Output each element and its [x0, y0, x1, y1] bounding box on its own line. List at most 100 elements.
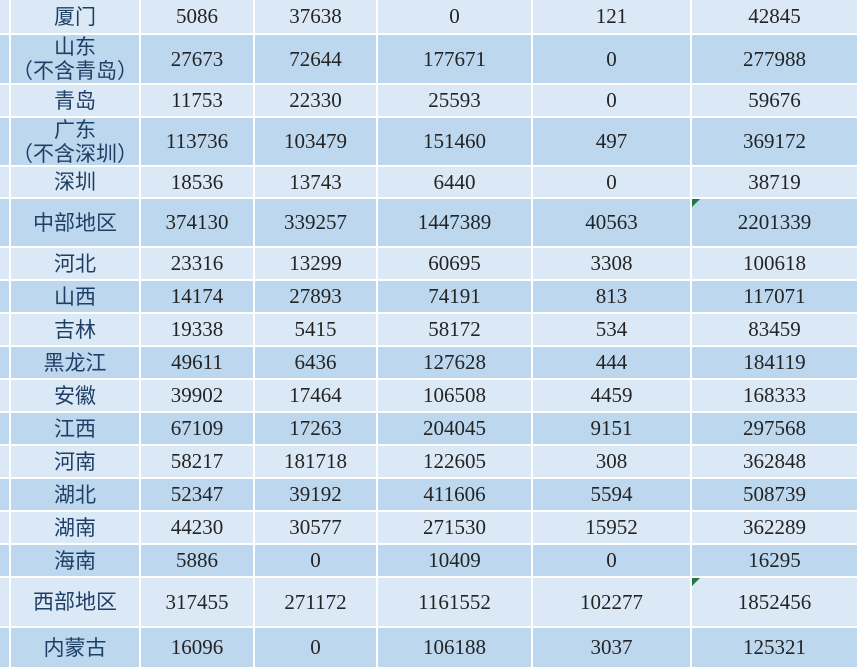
region-cell[interactable]: 厦门 [11, 0, 139, 33]
value-cell[interactable]: 30577 [255, 512, 376, 543]
value-cell[interactable]: 5086 [141, 0, 253, 33]
value-cell[interactable]: 0 [533, 35, 690, 83]
value-cell[interactable]: 42845 [692, 0, 857, 33]
region-cell[interactable]: 山西 [11, 281, 139, 312]
region-cell[interactable]: 河南 [11, 446, 139, 477]
row-edge-cell[interactable] [0, 446, 9, 477]
value-cell[interactable]: 1852456 [692, 578, 857, 626]
value-cell[interactable]: 11753 [141, 85, 253, 116]
row-edge-cell[interactable] [0, 413, 9, 444]
row-edge-cell[interactable] [0, 628, 9, 667]
value-cell[interactable]: 13743 [255, 167, 376, 197]
region-cell[interactable]: 青岛 [11, 85, 139, 116]
row-edge-cell[interactable] [0, 512, 9, 543]
region-cell[interactable]: 西部地区 [11, 578, 139, 626]
row-edge-cell[interactable] [0, 314, 9, 345]
value-cell[interactable]: 13299 [255, 248, 376, 279]
value-cell[interactable]: 374130 [141, 199, 253, 246]
value-cell[interactable]: 4459 [533, 380, 690, 411]
value-cell[interactable]: 27893 [255, 281, 376, 312]
value-cell[interactable]: 271530 [378, 512, 531, 543]
value-cell[interactable]: 0 [255, 545, 376, 576]
value-cell[interactable]: 508739 [692, 479, 857, 510]
value-cell[interactable]: 0 [533, 85, 690, 116]
region-cell[interactable]: 江西 [11, 413, 139, 444]
value-cell[interactable]: 1161552 [378, 578, 531, 626]
region-cell[interactable]: 内蒙古 [11, 628, 139, 667]
value-cell[interactable]: 444 [533, 347, 690, 378]
row-edge-cell[interactable] [0, 85, 9, 116]
value-cell[interactable]: 125321 [692, 628, 857, 667]
row-edge-cell[interactable] [0, 380, 9, 411]
value-cell[interactable]: 0 [533, 167, 690, 197]
row-edge-cell[interactable] [0, 578, 9, 626]
value-cell[interactable]: 184119 [692, 347, 857, 378]
value-cell[interactable]: 5886 [141, 545, 253, 576]
value-cell[interactable]: 9151 [533, 413, 690, 444]
value-cell[interactable]: 0 [533, 545, 690, 576]
value-cell[interactable]: 122605 [378, 446, 531, 477]
value-cell[interactable]: 339257 [255, 199, 376, 246]
region-cell[interactable]: 河北 [11, 248, 139, 279]
row-edge-cell[interactable] [0, 35, 9, 83]
region-cell[interactable]: 湖北 [11, 479, 139, 510]
value-cell[interactable]: 362289 [692, 512, 857, 543]
value-cell[interactable]: 102277 [533, 578, 690, 626]
value-cell[interactable]: 168333 [692, 380, 857, 411]
value-cell[interactable]: 3308 [533, 248, 690, 279]
value-cell[interactable]: 181718 [255, 446, 376, 477]
value-cell[interactable]: 59676 [692, 85, 857, 116]
value-cell[interactable]: 83459 [692, 314, 857, 345]
value-cell[interactable]: 6440 [378, 167, 531, 197]
value-cell[interactable]: 113736 [141, 118, 253, 165]
value-cell[interactable]: 37638 [255, 0, 376, 33]
value-cell[interactable]: 16096 [141, 628, 253, 667]
region-cell[interactable]: 山东 （不含青岛） [11, 35, 139, 83]
value-cell[interactable]: 10409 [378, 545, 531, 576]
value-cell[interactable]: 1447389 [378, 199, 531, 246]
row-edge-cell[interactable] [0, 545, 9, 576]
value-cell[interactable]: 5415 [255, 314, 376, 345]
value-cell[interactable]: 19338 [141, 314, 253, 345]
region-cell[interactable]: 广东 （不含深圳） [11, 118, 139, 165]
value-cell[interactable]: 103479 [255, 118, 376, 165]
value-cell[interactable]: 0 [378, 0, 531, 33]
value-cell[interactable]: 2201339 [692, 199, 857, 246]
row-edge-cell[interactable] [0, 167, 9, 197]
value-cell[interactable]: 44230 [141, 512, 253, 543]
value-cell[interactable]: 117071 [692, 281, 857, 312]
value-cell[interactable]: 317455 [141, 578, 253, 626]
value-cell[interactable]: 813 [533, 281, 690, 312]
value-cell[interactable]: 362848 [692, 446, 857, 477]
value-cell[interactable]: 72644 [255, 35, 376, 83]
value-cell[interactable]: 23316 [141, 248, 253, 279]
value-cell[interactable]: 60695 [378, 248, 531, 279]
value-cell[interactable]: 25593 [378, 85, 531, 116]
region-cell[interactable]: 湖南 [11, 512, 139, 543]
region-cell[interactable]: 海南 [11, 545, 139, 576]
value-cell[interactable]: 308 [533, 446, 690, 477]
value-cell[interactable]: 534 [533, 314, 690, 345]
value-cell[interactable]: 100618 [692, 248, 857, 279]
value-cell[interactable]: 74191 [378, 281, 531, 312]
value-cell[interactable]: 277988 [692, 35, 857, 83]
value-cell[interactable]: 151460 [378, 118, 531, 165]
region-cell[interactable]: 深圳 [11, 167, 139, 197]
row-edge-cell[interactable] [0, 347, 9, 378]
value-cell[interactable]: 40563 [533, 199, 690, 246]
value-cell[interactable]: 27673 [141, 35, 253, 83]
value-cell[interactable]: 106188 [378, 628, 531, 667]
value-cell[interactable]: 16295 [692, 545, 857, 576]
value-cell[interactable]: 127628 [378, 347, 531, 378]
value-cell[interactable]: 58217 [141, 446, 253, 477]
value-cell[interactable]: 39192 [255, 479, 376, 510]
value-cell[interactable]: 17263 [255, 413, 376, 444]
value-cell[interactable]: 106508 [378, 380, 531, 411]
value-cell[interactable]: 369172 [692, 118, 857, 165]
value-cell[interactable]: 52347 [141, 479, 253, 510]
row-edge-cell[interactable] [0, 199, 9, 246]
region-cell[interactable]: 中部地区 [11, 199, 139, 246]
value-cell[interactable]: 17464 [255, 380, 376, 411]
row-edge-cell[interactable] [0, 0, 9, 33]
value-cell[interactable]: 121 [533, 0, 690, 33]
